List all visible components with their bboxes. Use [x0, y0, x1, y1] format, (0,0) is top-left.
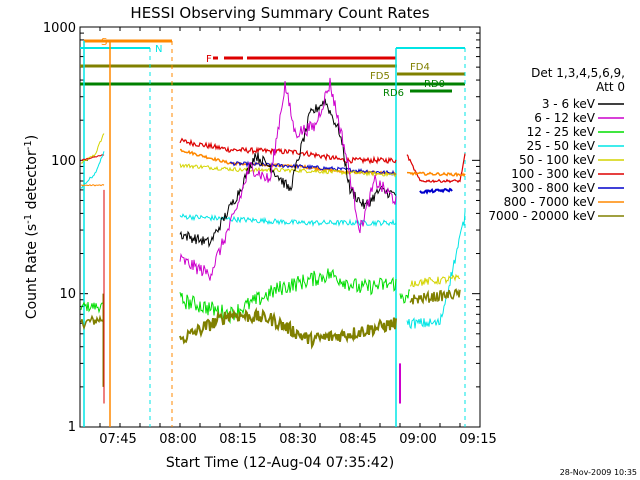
series-12-25 [80, 301, 105, 314]
y-tick-label: 100 [51, 154, 76, 169]
legend-label: 800 - 7000 keV [504, 195, 596, 209]
legend-label: 6 - 12 keV [534, 111, 596, 125]
flag-label: FD5 [370, 71, 390, 82]
x-tick-label: 09:00 [399, 432, 436, 447]
series-300-800 [419, 187, 453, 195]
legend-label: 25 - 50 keV [527, 139, 596, 153]
y-tick-label: 1000 [43, 21, 76, 36]
legend-label: 12 - 25 keV [527, 125, 596, 139]
series-800-7000 [80, 184, 105, 187]
series-6-12 [179, 77, 397, 281]
legend-label: 300 - 800 keV [511, 181, 595, 195]
flag-label: RD6 [383, 88, 404, 99]
legend-label: 3 - 6 keV [542, 97, 596, 111]
series-12-25 [399, 289, 411, 304]
axis-ticks [79, 27, 481, 428]
series-800-7000 [407, 171, 466, 178]
y-tick-label: 1 [68, 420, 76, 435]
legend-label: 100 - 300 keV [511, 167, 595, 181]
x-tick-label: 08:15 [219, 432, 256, 447]
chart-title: HESSI Observing Summary Count Rates [130, 4, 429, 22]
x-tick-label: 08:30 [279, 432, 316, 447]
x-axis-label: Start Time (12-Aug-04 07:35:42) [166, 455, 394, 471]
legend-label: 7000 - 20000 keV [488, 209, 595, 223]
series-7000-20000 [179, 306, 397, 350]
series-50-100 [179, 163, 397, 178]
timestamp: 28-Nov-2009 10:35 [560, 468, 637, 477]
series-50-100 [409, 273, 461, 288]
series-7000-20000 [80, 314, 105, 331]
legend-label: 50 - 100 keV [519, 153, 596, 167]
legend-header: Det 1,3,4,5,6,9, [531, 66, 625, 80]
flag-label: N [155, 44, 162, 55]
x-tick-label: 09:15 [459, 432, 496, 447]
y-tick-label: 10 [59, 287, 76, 302]
flag-label: S [101, 37, 107, 48]
y-axis-label: Count Rate (s-1 detector-1) [23, 135, 40, 319]
series-100-300 [406, 153, 466, 184]
series-3-6 [179, 98, 397, 248]
x-tick-label: 08:00 [159, 432, 196, 447]
legend-header: Att 0 [596, 80, 625, 94]
series-12-25 [179, 268, 397, 325]
x-tick-label: 07:45 [99, 432, 136, 447]
series-25-50 [179, 213, 397, 228]
flag-label: F [206, 54, 212, 65]
series-100-300 [179, 137, 397, 165]
series-100-300 [80, 154, 105, 162]
series-25-50 [80, 151, 105, 189]
plot-frame [79, 26, 481, 428]
x-tick-label: 08:45 [339, 432, 376, 447]
flag-label: FD4 [410, 62, 430, 73]
flag-bars: S N F FD4 FD5 RD0 RD6 [80, 37, 466, 427]
series-7000-20000 [409, 288, 461, 305]
series-lines [80, 77, 466, 404]
flag-label: RD0 [424, 79, 445, 90]
series-25-50 [406, 211, 466, 330]
series-50-100 [80, 133, 105, 164]
